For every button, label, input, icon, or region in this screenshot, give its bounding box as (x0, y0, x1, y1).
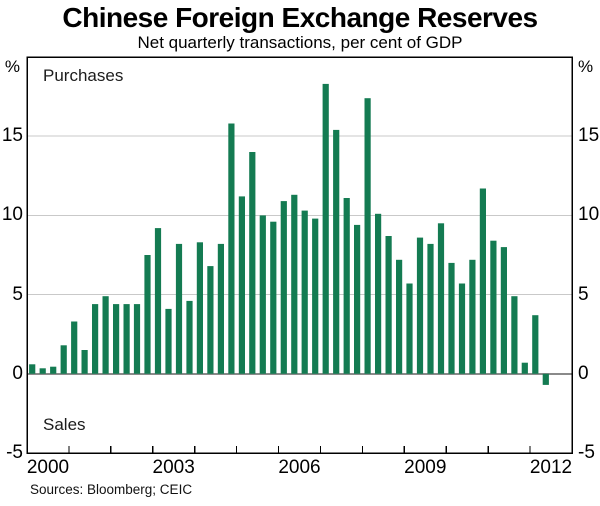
y-tick-label-right: 5 (578, 284, 589, 305)
bar (71, 321, 78, 374)
bar (133, 304, 141, 374)
bar (312, 218, 319, 374)
bar (532, 315, 539, 374)
sales-label: Sales (43, 415, 86, 434)
x-tick-label: 2000 (26, 457, 70, 478)
chart-subtitle: Net quarterly transactions, per cent of … (137, 33, 463, 52)
x-tick-label: 2006 (278, 457, 321, 478)
bar (511, 296, 518, 374)
bar (144, 255, 151, 374)
bar (92, 304, 99, 374)
bar (249, 152, 256, 374)
bar (175, 243, 183, 374)
bar (437, 223, 445, 374)
bar (280, 201, 287, 374)
sources-note: Sources: Bloomberg; CEIC (30, 482, 193, 497)
bar (113, 304, 120, 374)
bar (238, 196, 245, 374)
y-tick-label-right: 10 (578, 204, 600, 225)
bar (343, 198, 350, 374)
bar (217, 243, 224, 374)
bar (354, 224, 361, 374)
bar (165, 308, 172, 374)
bar (50, 366, 57, 374)
bar (375, 213, 382, 374)
bar (385, 236, 392, 374)
bar (333, 129, 340, 374)
x-tick-label: 2003 (152, 457, 195, 478)
bar (500, 247, 507, 374)
x-tick-label: 2012 (529, 457, 573, 478)
bar (427, 243, 434, 374)
y-tick-label-left: 0 (12, 363, 23, 384)
y-axis-unit-right: % (578, 57, 594, 76)
y-tick-label-right: -5 (578, 442, 595, 463)
bar (364, 98, 371, 374)
bar (29, 364, 36, 374)
bar (291, 194, 298, 374)
bar (542, 373, 549, 385)
y-tick-label-left: 15 (1, 125, 23, 146)
bar (81, 350, 88, 374)
x-tick-label: 2009 (404, 457, 447, 478)
bar (207, 266, 214, 374)
bar (458, 283, 466, 374)
y-tick-label-right: 0 (578, 363, 589, 384)
bar (270, 221, 277, 374)
chart-title: Chinese Foreign Exchange Reserves (62, 2, 538, 33)
y-tick-label-left: 10 (1, 204, 23, 225)
bar (259, 215, 266, 374)
bar (521, 362, 528, 374)
y-tick-label-left: -5 (6, 442, 23, 463)
bar (396, 259, 403, 374)
bar (448, 262, 455, 374)
bar (154, 228, 162, 374)
bar (469, 259, 476, 374)
bar (123, 304, 130, 374)
bar (186, 300, 193, 374)
bar (60, 345, 67, 374)
bar (102, 296, 109, 374)
y-tick-label-left: 5 (12, 284, 23, 305)
bar (416, 237, 424, 374)
plot-frame (26, 56, 573, 454)
purchases-label: Purchases (43, 66, 124, 85)
bar (196, 242, 203, 374)
bar (406, 283, 413, 374)
bar (322, 83, 329, 374)
bar (490, 240, 497, 374)
bar (39, 368, 46, 374)
bar (228, 123, 235, 374)
y-tick-label-right: 15 (578, 125, 600, 146)
y-axis-unit-left: % (4, 57, 20, 76)
bar (479, 188, 486, 374)
bar (301, 210, 308, 374)
